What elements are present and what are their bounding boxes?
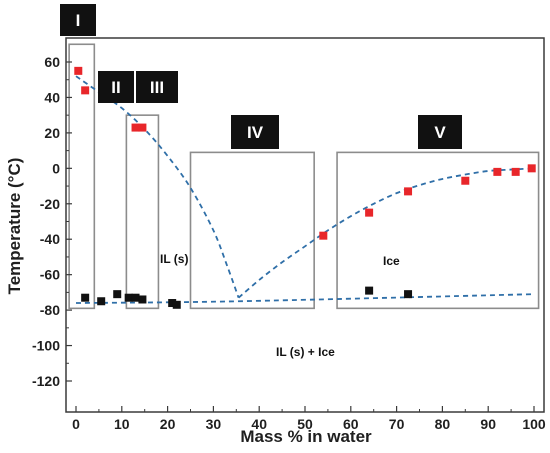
- red-point-1: [81, 86, 90, 95]
- red-point-4: [319, 231, 328, 240]
- black-point-6: [168, 299, 177, 308]
- region-box-i: [68, 43, 96, 310]
- region-label-v: V: [434, 123, 446, 142]
- x-tick-label: 30: [206, 416, 222, 432]
- region-label-ii: II: [111, 78, 120, 97]
- red-point-6: [404, 187, 413, 196]
- y-tick-label: -40: [40, 231, 60, 247]
- red-point-10: [527, 164, 536, 173]
- region-label-bg-iv: [231, 115, 279, 149]
- region-label-iii: III: [150, 78, 164, 97]
- y-axis-title: Temperature (°C): [5, 158, 24, 295]
- plot-frame: 0 10 20 30 40 50 60 70 80 90 100 60 40 20 0 -20 -40 -60 -8…: [32, 37, 546, 432]
- region-label-bg-iii: [136, 71, 178, 103]
- x-tick-label: 10: [114, 416, 130, 432]
- y-tick-label: -80: [40, 302, 60, 318]
- x-axis-title: Mass % in water: [240, 427, 372, 446]
- x-tick-label: 90: [480, 416, 496, 432]
- region-box-iv: [189, 151, 315, 310]
- fit-curve-2: [75, 293, 535, 304]
- y-tick-label: -60: [40, 267, 60, 283]
- red-point-8: [493, 167, 502, 176]
- y-tick-label: 60: [44, 54, 60, 70]
- region-box-ii: [125, 114, 160, 310]
- region-label-i: I: [76, 11, 81, 30]
- black-point-1: [97, 297, 106, 306]
- x-tick-label: 40: [251, 416, 267, 432]
- region-label-bg-ii: [98, 71, 134, 103]
- region-label-bg-v: [418, 115, 462, 149]
- black-point-7: [172, 300, 181, 309]
- y-tick-label: 0: [52, 160, 60, 176]
- black-point-9: [404, 290, 413, 299]
- region-label-bg-i: [60, 4, 96, 36]
- phase-label-il-solid-ice: IL (s) + Ice: [276, 345, 335, 359]
- x-tick-label: 70: [389, 416, 405, 432]
- black-point-2: [113, 290, 122, 299]
- x-tick-label: 60: [343, 416, 359, 432]
- region-box-v: [336, 151, 540, 310]
- black-point-3: [124, 293, 133, 302]
- x-tick-label: 0: [72, 416, 80, 432]
- x-tick-label: 100: [522, 416, 546, 432]
- fit-curve-1: [238, 167, 535, 299]
- region-boxes: [68, 43, 540, 310]
- y-tick-label: 40: [44, 89, 60, 105]
- x-tick-label: 80: [435, 416, 451, 432]
- data-points: [74, 66, 536, 309]
- red-point-5: [365, 208, 374, 217]
- y-tick-label: 20: [44, 125, 60, 141]
- red-point-2: [131, 123, 140, 132]
- y-tick-label: -20: [40, 196, 60, 212]
- fit-curves: [75, 75, 535, 304]
- red-point-0: [74, 66, 83, 75]
- fit-curve-0: [75, 75, 240, 299]
- region-label-iv: IV: [247, 123, 264, 142]
- y-tick-label: -120: [32, 373, 60, 389]
- black-point-8: [365, 286, 374, 295]
- red-point-7: [461, 176, 470, 185]
- red-point-9: [511, 167, 520, 176]
- x-tick-label: 20: [160, 416, 176, 432]
- black-point-4: [131, 293, 140, 302]
- red-point-3: [138, 123, 147, 132]
- black-point-0: [81, 293, 90, 302]
- phase-label-il-solid: IL (s): [160, 252, 188, 266]
- y-tick-label: -100: [32, 338, 60, 354]
- phase-label-ice: Ice: [383, 254, 400, 268]
- black-point-5: [138, 295, 147, 304]
- x-tick-label: 50: [297, 416, 313, 432]
